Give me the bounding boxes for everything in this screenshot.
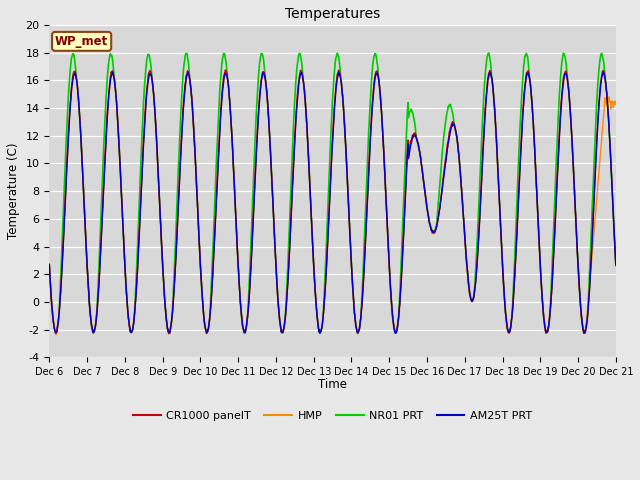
- X-axis label: Time: Time: [318, 378, 347, 392]
- Y-axis label: Temperature (C): Temperature (C): [7, 143, 20, 240]
- Legend: CR1000 panelT, HMP, NR01 PRT, AM25T PRT: CR1000 panelT, HMP, NR01 PRT, AM25T PRT: [129, 406, 536, 425]
- Text: WP_met: WP_met: [55, 35, 108, 48]
- Title: Temperatures: Temperatures: [285, 7, 380, 21]
